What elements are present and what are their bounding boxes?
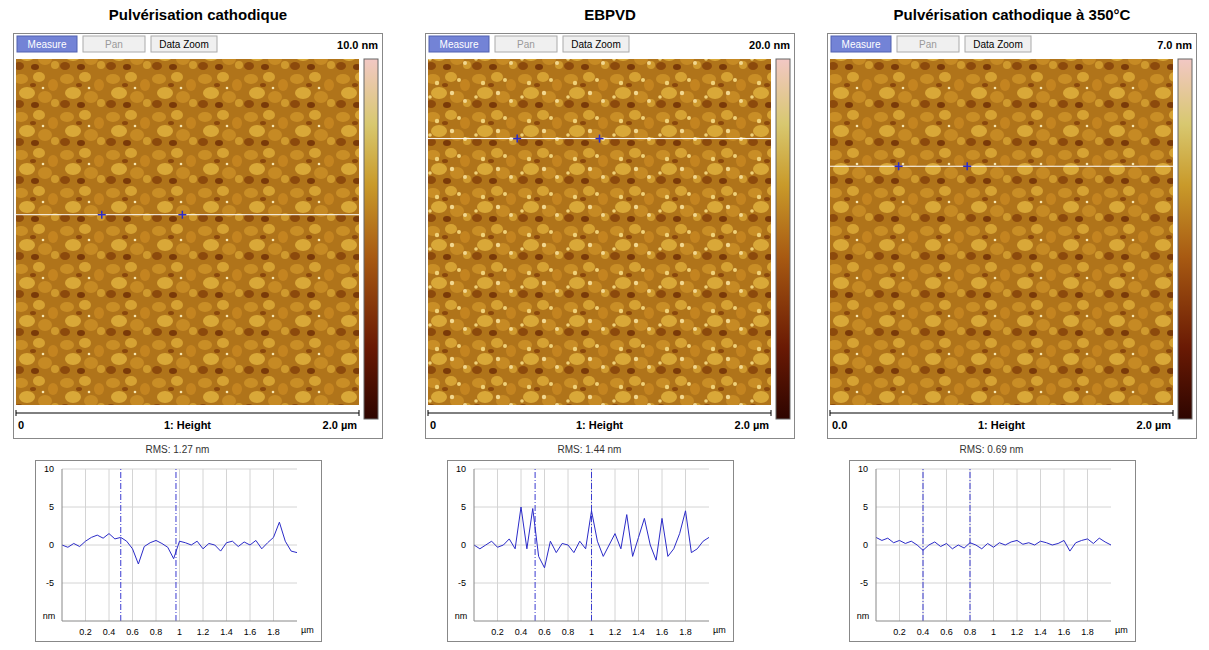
svg-text:1: 1: [991, 627, 996, 637]
svg-text:5: 5: [461, 502, 466, 512]
svg-text:nm: nm: [43, 611, 56, 621]
svg-text:1: Height: 1: Height: [164, 419, 211, 431]
svg-text:0.8: 0.8: [150, 627, 163, 637]
svg-text:0: 0: [18, 419, 24, 431]
svg-text:5: 5: [863, 502, 868, 512]
svg-text:1.4: 1.4: [1034, 627, 1047, 637]
svg-text:0.4: 0.4: [515, 627, 528, 637]
svg-text:Data Zoom: Data Zoom: [973, 39, 1022, 50]
svg-text:0.2: 0.2: [79, 627, 92, 637]
html-text:Pulvérisation cathodique: Pulvérisation cathodique: [108, 6, 288, 23]
html-text:RMS: 0.69 nm: RMS: 0.69 nm: [959, 444, 1024, 455]
svg-text:0.4: 0.4: [103, 627, 116, 637]
html-text:RMS: 1.27 nm: RMS: 1.27 nm: [145, 444, 210, 455]
svg-text:-5: -5: [860, 578, 868, 588]
svg-text:1.4: 1.4: [632, 627, 645, 637]
svg-text:µm: µm: [713, 625, 726, 635]
svg-text:0.2: 0.2: [893, 627, 906, 637]
svg-text:0: 0: [863, 540, 868, 550]
svg-text:2.0 µm: 2.0 µm: [1137, 419, 1172, 431]
svg-text:0: 0: [461, 540, 466, 550]
svg-text:Data Zoom: Data Zoom: [571, 39, 620, 50]
svg-text:1: 1: [589, 627, 594, 637]
svg-text:1.8: 1.8: [1081, 627, 1094, 637]
svg-text:1.2: 1.2: [197, 627, 210, 637]
svg-text:0.6: 0.6: [538, 627, 551, 637]
html-text:RMS: 1.44 nm: RMS: 1.44 nm: [557, 444, 622, 455]
svg-text:0.8: 0.8: [562, 627, 575, 637]
svg-text:1: Height: 1: Height: [576, 419, 623, 431]
svg-text:10: 10: [456, 464, 466, 474]
svg-text:Pan: Pan: [919, 39, 937, 50]
svg-text:1.6: 1.6: [1058, 627, 1071, 637]
svg-text:1.6: 1.6: [656, 627, 669, 637]
svg-text:2.0 µm: 2.0 µm: [323, 419, 358, 431]
svg-text:Measure: Measure: [28, 39, 67, 50]
svg-text:0.6: 0.6: [126, 627, 139, 637]
svg-text:1.2: 1.2: [609, 627, 622, 637]
svg-text:µm: µm: [301, 625, 314, 635]
svg-text:0: 0: [430, 419, 436, 431]
svg-text:2.0 µm: 2.0 µm: [735, 419, 770, 431]
svg-text:Pan: Pan: [105, 39, 123, 50]
svg-text:10: 10: [858, 464, 868, 474]
html-text:Pulvérisation cathodique à 350: Pulvérisation cathodique à 350°C: [893, 6, 1131, 23]
svg-text:1.4: 1.4: [220, 627, 233, 637]
svg-text:10: 10: [44, 464, 54, 474]
svg-text:1.6: 1.6: [244, 627, 257, 637]
svg-text:0: 0: [49, 540, 54, 550]
svg-text:Data Zoom: Data Zoom: [159, 39, 208, 50]
svg-text:0.0: 0.0: [832, 419, 847, 431]
svg-text:1.8: 1.8: [267, 627, 280, 637]
svg-text:1.2: 1.2: [1011, 627, 1024, 637]
svg-text:-5: -5: [458, 578, 466, 588]
svg-text:-5: -5: [46, 578, 54, 588]
svg-text:20.0 nm: 20.0 nm: [749, 39, 790, 51]
svg-text:Measure: Measure: [842, 39, 881, 50]
svg-text:Pan: Pan: [517, 39, 535, 50]
svg-text:nm: nm: [455, 611, 468, 621]
svg-text:0.8: 0.8: [964, 627, 977, 637]
svg-text:1.8: 1.8: [679, 627, 692, 637]
svg-text:1: Height: 1: Height: [978, 419, 1025, 431]
svg-text:7.0 nm: 7.0 nm: [1157, 39, 1192, 51]
svg-text:5: 5: [49, 502, 54, 512]
svg-text:0.2: 0.2: [491, 627, 504, 637]
html-text:EBPVD: EBPVD: [584, 6, 636, 23]
svg-text:Measure: Measure: [440, 39, 479, 50]
svg-text:10.0 nm: 10.0 nm: [337, 39, 378, 51]
svg-text:µm: µm: [1115, 625, 1128, 635]
svg-text:0.4: 0.4: [917, 627, 930, 637]
svg-text:0.6: 0.6: [940, 627, 953, 637]
svg-text:nm: nm: [857, 611, 870, 621]
svg-text:1: 1: [177, 627, 182, 637]
